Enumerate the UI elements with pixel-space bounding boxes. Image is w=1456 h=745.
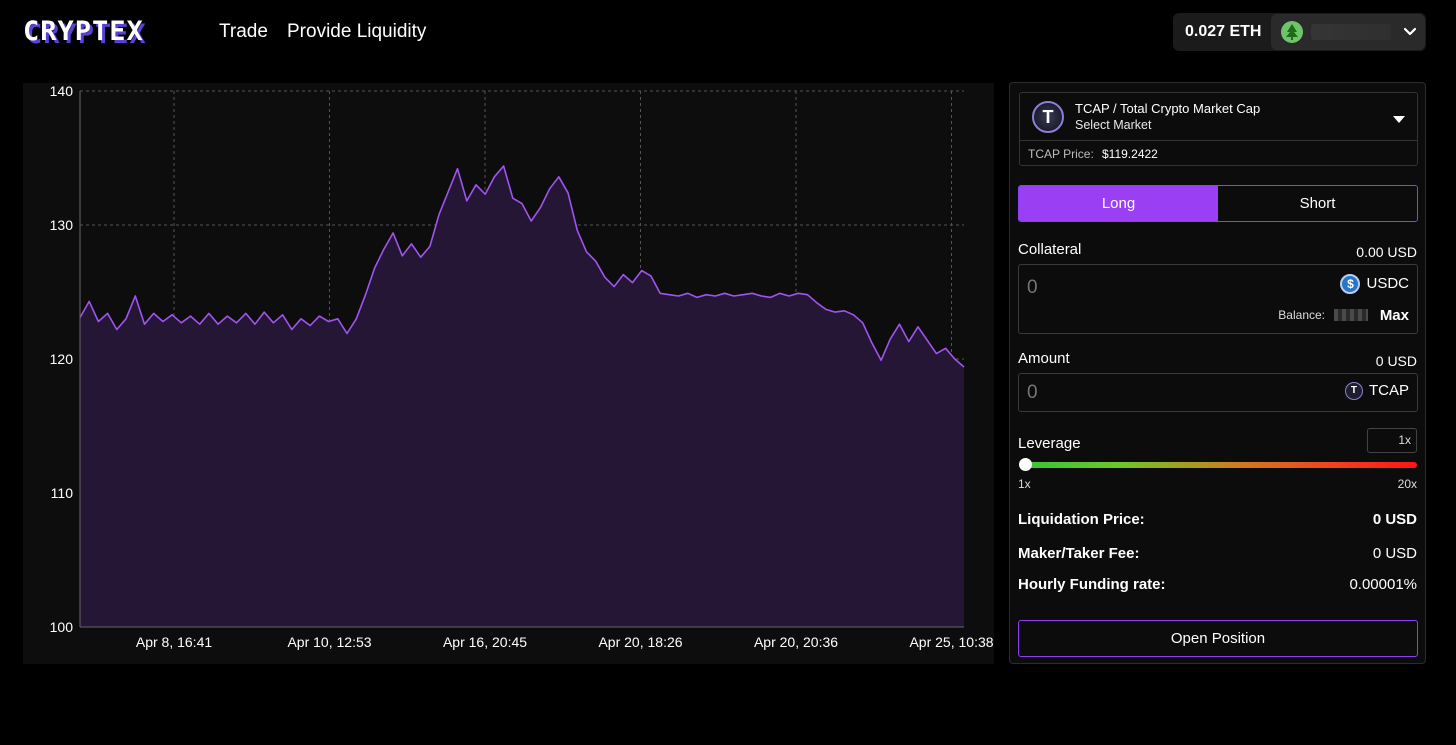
funding-rate-label: Hourly Funding rate:: [1018, 576, 1166, 593]
amount-input-box: T TCAP: [1018, 373, 1418, 412]
amount-token-label: TCAP: [1368, 382, 1409, 399]
nav-provide-liquidity[interactable]: Provide Liquidity: [287, 21, 427, 42]
top-header: CRYPTEX Trade Provide Liquidity 0.027 ET…: [0, 0, 1456, 64]
price-area: [80, 166, 964, 627]
x-tick-label: Apr 25, 10:38: [909, 634, 993, 650]
tcap-price-value: $119.2422: [1102, 147, 1158, 161]
market-selector[interactable]: T TCAP / Total Crypto Market Cap Select …: [1019, 92, 1418, 166]
collateral-label: Collateral: [1018, 241, 1082, 258]
leverage-slider[interactable]: [1022, 462, 1417, 468]
chevron-down-icon: [1403, 24, 1417, 43]
tab-long[interactable]: Long: [1019, 186, 1218, 221]
collateral-usd-value: 0.00 USD: [1356, 244, 1417, 260]
y-tick-label: 110: [51, 485, 74, 501]
max-button[interactable]: Max: [1379, 307, 1409, 324]
balance-value-redacted: [1334, 309, 1368, 321]
cryptex-logo[interactable]: CRYPTEX: [23, 16, 144, 47]
open-position-button[interactable]: Open Position: [1018, 620, 1418, 657]
long-short-toggle: Long Short: [1018, 185, 1418, 222]
tcap-icon: T: [1032, 101, 1064, 133]
market-name: TCAP / Total Crypto Market Cap: [1075, 101, 1261, 116]
amount-token: T TCAP: [1344, 382, 1409, 401]
account-button[interactable]: [1271, 14, 1425, 50]
amount-label: Amount: [1018, 350, 1070, 367]
y-tick-label: 140: [50, 83, 74, 99]
tcap-icon: T: [1344, 382, 1363, 401]
x-tick-label: Apr 20, 18:26: [598, 634, 682, 650]
tcap-price-label: TCAP Price:: [1028, 147, 1094, 161]
wallet-address-redacted: [1311, 24, 1391, 40]
collateral-input[interactable]: [1027, 277, 1267, 299]
collateral-token: $ USDC: [1340, 274, 1409, 294]
nav-trade[interactable]: Trade: [219, 21, 268, 42]
wallet-widget: 0.027 ETH: [1173, 13, 1426, 51]
liquidation-price-value: 0 USD: [1372, 511, 1417, 528]
price-chart[interactable]: 100 110 120 130 140 Apr 8, 16:41 Apr 10, 12:53…: [23, 83, 994, 664]
select-market-label: Select Market: [1075, 118, 1152, 132]
funding-rate-value: 0.00001%: [1349, 576, 1417, 593]
tree-avatar-icon: [1281, 21, 1303, 43]
wallet-balance: 0.027 ETH: [1185, 23, 1262, 40]
maker-taker-fee-label: Maker/Taker Fee:: [1018, 545, 1140, 562]
liquidation-price-label: Liquidation Price:: [1018, 511, 1145, 528]
leverage-max: 20x: [1397, 477, 1417, 491]
maker-taker-fee-value: 0 USD: [1372, 545, 1417, 562]
x-tick-label: Apr 10, 12:53: [287, 634, 371, 650]
tab-short[interactable]: Short: [1218, 186, 1417, 221]
collateral-input-box: $ USDC Balance: Max: [1018, 264, 1418, 334]
amount-input[interactable]: [1027, 382, 1267, 404]
price-line: [79, 165, 965, 368]
leverage-label: Leverage: [1018, 435, 1081, 452]
collateral-token-label: USDC: [1366, 274, 1409, 292]
leverage-input[interactable]: 1x: [1367, 428, 1417, 453]
x-tick-label: Apr 20, 20:36: [754, 634, 838, 650]
x-tick-label: Apr 16, 20:45: [443, 634, 527, 650]
balance-label: Balance:: [1278, 308, 1325, 322]
y-tick-label: 100: [50, 619, 74, 635]
y-tick-label: 130: [50, 217, 74, 233]
price-chart-svg: 100 110 120 130 140 Apr 8, 16:41 Apr 10, 12:53…: [50, 83, 994, 650]
trade-panel: T TCAP / Total Crypto Market Cap Select …: [1009, 82, 1426, 664]
divider: [1020, 140, 1417, 141]
caret-down-icon: [1393, 111, 1405, 129]
leverage-min: 1x: [1018, 477, 1031, 491]
usdc-icon: $: [1340, 274, 1361, 294]
leverage-slider-handle[interactable]: [1019, 458, 1032, 471]
y-tick-label: 120: [50, 351, 74, 367]
amount-usd-value: 0 USD: [1375, 353, 1417, 369]
x-tick-label: Apr 8, 16:41: [136, 634, 212, 650]
